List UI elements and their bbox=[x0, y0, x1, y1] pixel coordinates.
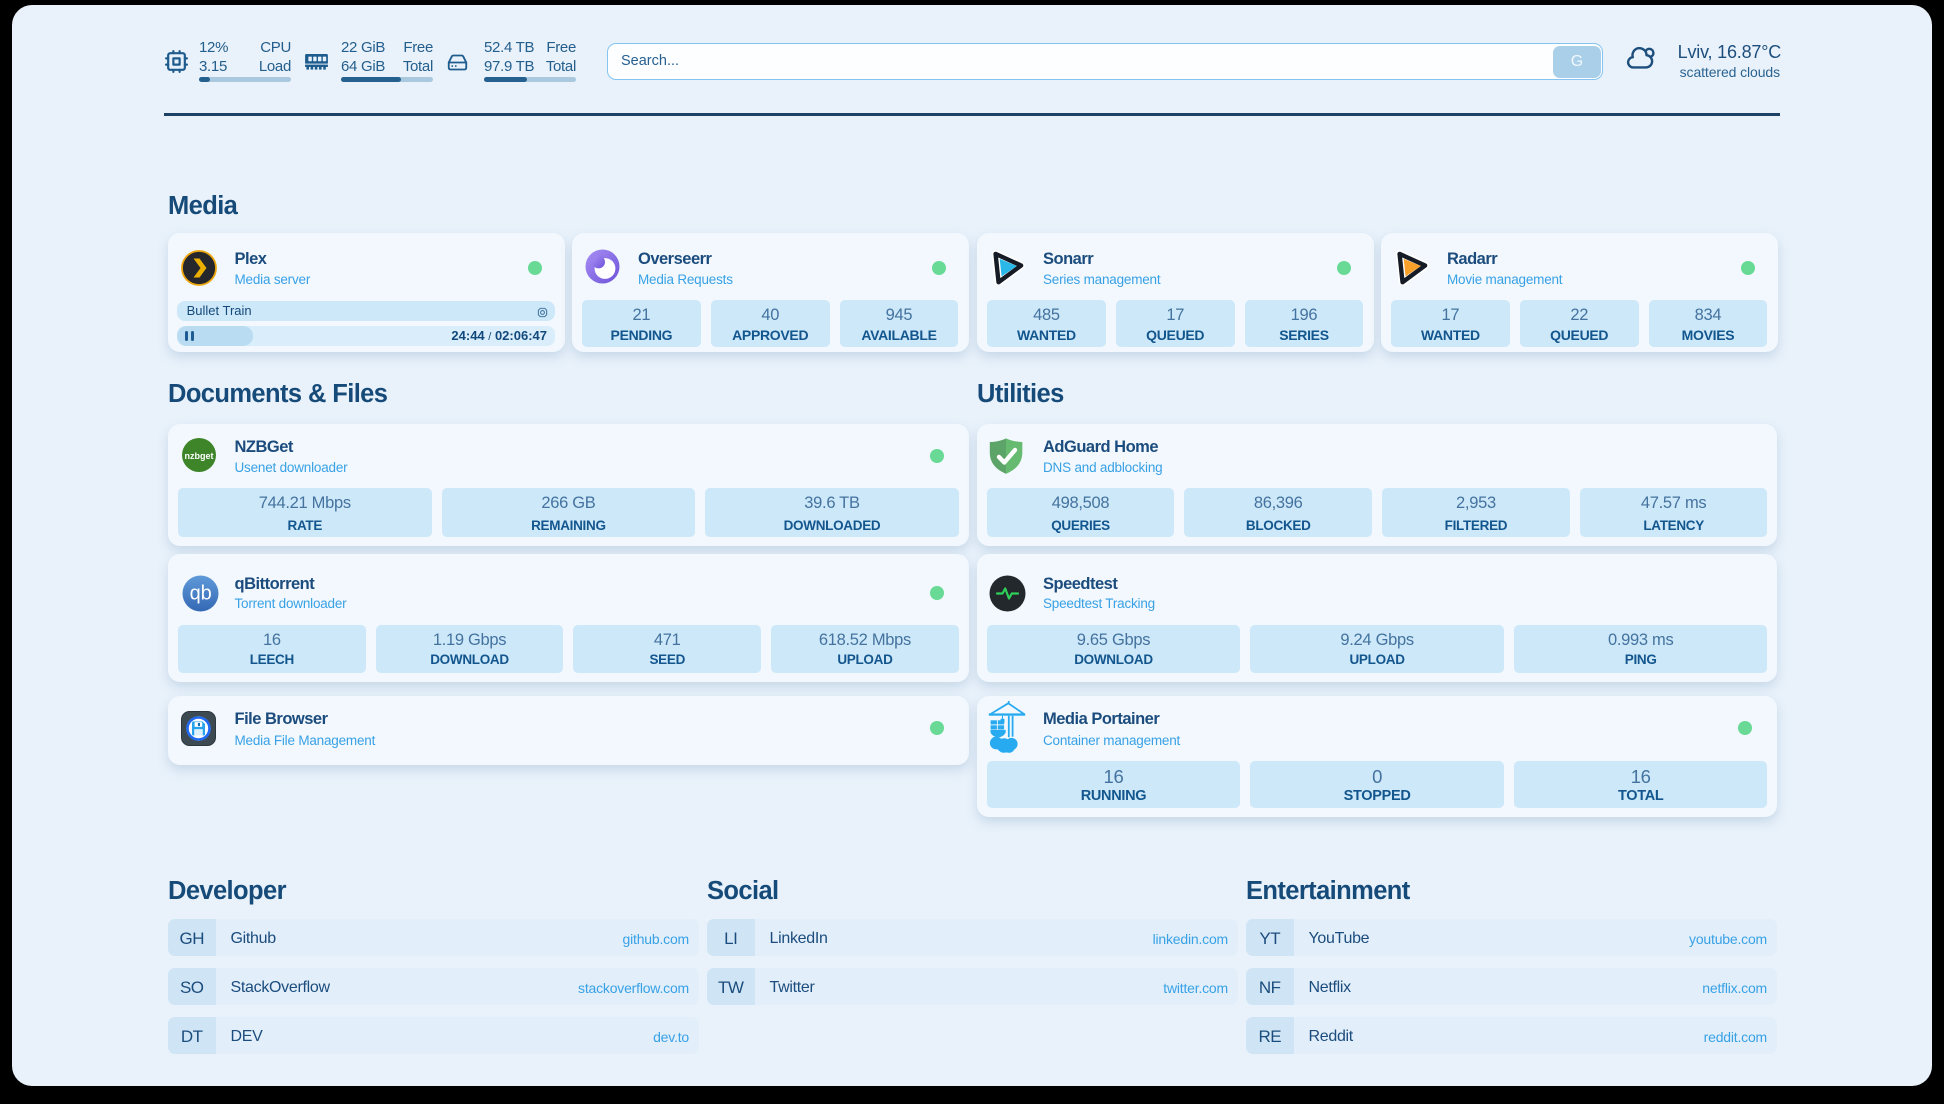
svg-text:nzbget: nzbget bbox=[185, 451, 214, 461]
svg-text:qb: qb bbox=[190, 583, 212, 605]
